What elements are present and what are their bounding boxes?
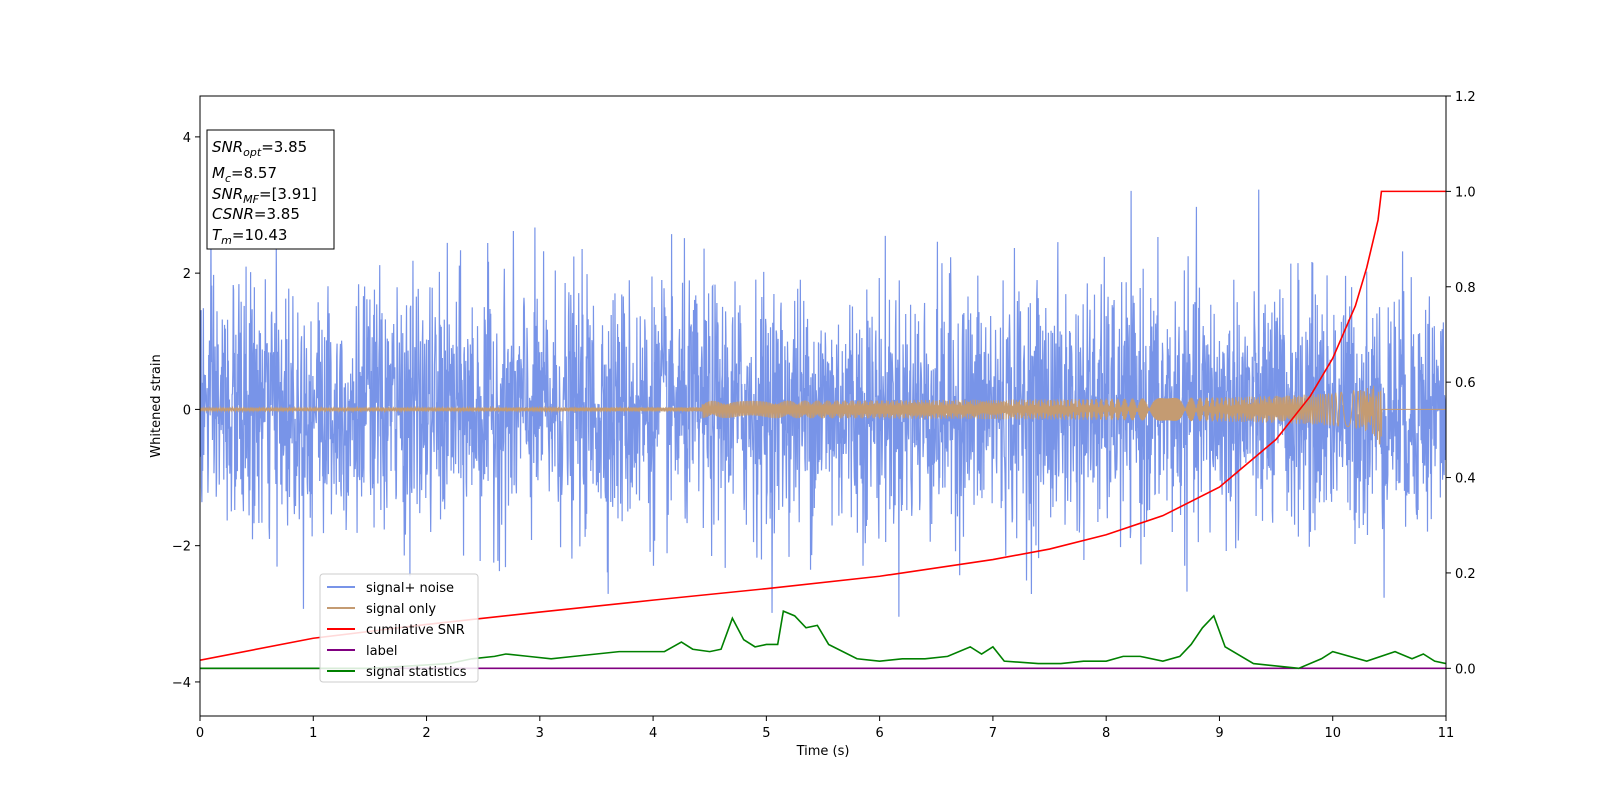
info-box-frame: [206, 129, 335, 250]
x-tick-label: 5: [762, 726, 770, 741]
axes-frame: [199, 95, 1447, 717]
y-tick-label: 0: [183, 403, 191, 418]
info-box: SNRopt=3.85 Mc=8.57 SNRMF=[3.91] CSNR=3.…: [206, 129, 335, 250]
legend-items: signal+ noise signal only cumilative SNR la…: [327, 581, 467, 680]
series-signal-only-line: [200, 385, 1446, 445]
y-axis-label: Whitened strain: [149, 354, 164, 457]
x-tick-label: 2: [422, 726, 430, 741]
info-snr-mf: SNRMF=[3.91]: [212, 185, 317, 206]
axis-ticks: 0 1 2 3 4 5 6 7 8 9 10 11 −4 −2 0 2 4 0.0 0.2 0.4 0.6 0.8 1.0 1…: [172, 90, 1476, 741]
series-cumulative-snr-line: [200, 190, 1446, 661]
legend-label: signal statistics: [366, 665, 467, 680]
x-tick-label: 7: [989, 726, 997, 741]
series-signal-statistics-line: [200, 609, 1446, 670]
legend-label: cumilative SNR: [366, 623, 465, 638]
y-tick-label: 4: [183, 131, 191, 146]
legend-frame: [319, 573, 479, 683]
x-tick-label: 4: [649, 726, 657, 741]
x-tick-label: 1: [309, 726, 317, 741]
y2-tick-label: 0.0: [1455, 662, 1476, 677]
x-tick-label: 8: [1102, 726, 1110, 741]
x-tick-label: 3: [536, 726, 544, 741]
x-tick-label: 11: [1438, 726, 1455, 741]
y2-tick-label: 0.4: [1455, 472, 1476, 487]
legend-label: label: [366, 644, 397, 659]
y2-tick-label: 1.2: [1455, 90, 1476, 105]
y2-tick-label: 0.8: [1455, 281, 1476, 296]
series-signal-noise-line: [200, 189, 1446, 617]
x-tick-label: 10: [1324, 726, 1341, 741]
info-tm: Tm=10.43: [212, 226, 287, 247]
x-tick-label: 0: [196, 726, 204, 741]
x-tick-label: 6: [875, 726, 883, 741]
info-mc: Mc=8.57: [212, 164, 277, 185]
legend-label: signal only: [366, 602, 436, 617]
info-csnr: CSNR=3.85: [212, 205, 300, 223]
x-axis-label: Time (s): [796, 744, 850, 759]
y-tick-label: −2: [172, 540, 191, 555]
y2-tick-label: 1.0: [1455, 185, 1476, 200]
y-tick-label: 2: [183, 267, 191, 282]
legend: signal+ noise signal only cumilative SNR la…: [319, 573, 479, 683]
legend-label: signal+ noise: [366, 581, 454, 596]
y2-tick-label: 0.2: [1455, 567, 1476, 582]
y2-tick-label: 0.6: [1455, 376, 1476, 391]
y-tick-label: −4: [172, 676, 191, 691]
x-tick-label: 9: [1215, 726, 1223, 741]
info-snr-opt: SNRopt=3.85: [212, 138, 307, 159]
